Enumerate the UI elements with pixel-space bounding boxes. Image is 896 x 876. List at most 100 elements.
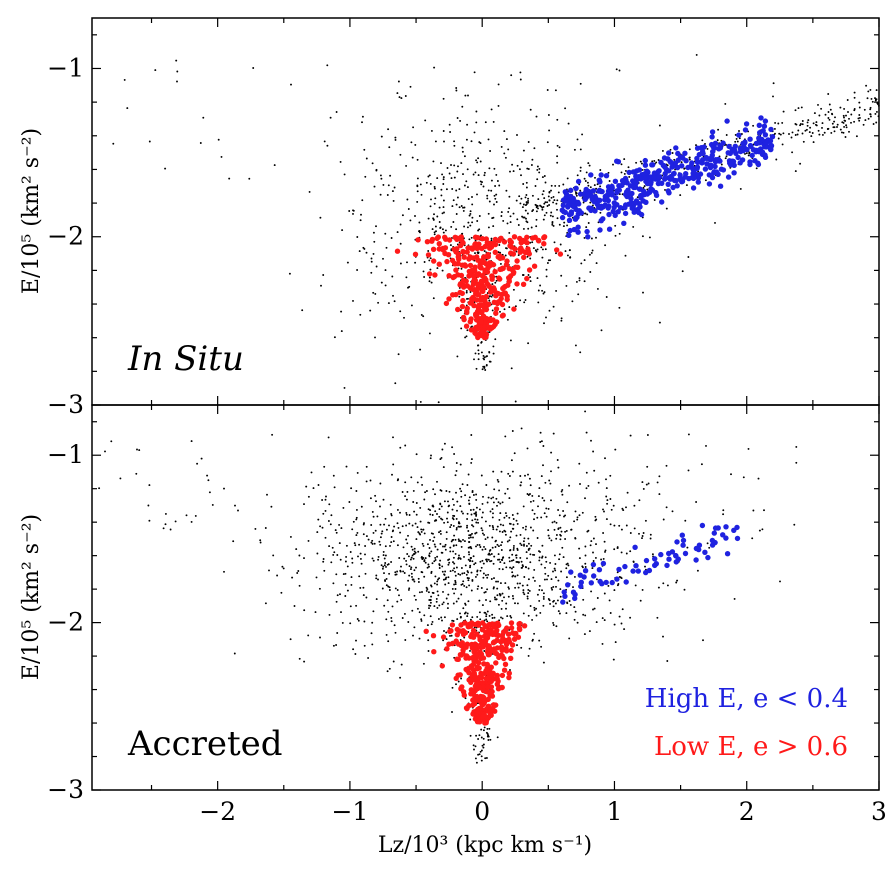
background-point [422,528,425,531]
background-point [779,133,782,136]
background-point [453,592,456,595]
background-point [483,171,486,174]
background-point [853,120,856,123]
background-point [272,554,275,557]
background-point [264,527,267,529]
highlight-point [493,660,499,666]
background-point [687,256,690,258]
background-point [505,566,508,569]
background-point [484,757,487,760]
background-point [522,505,525,508]
highlight-point [451,246,457,252]
background-point [379,536,382,539]
background-point [557,466,560,469]
highlight-point [465,245,471,251]
background-point [603,540,606,543]
background-point [462,580,465,583]
background-point [217,138,220,141]
background-point [475,493,478,496]
background-point [610,508,613,511]
background-point [461,232,464,235]
background-point [466,612,469,615]
background-point [497,104,500,107]
background-point [519,202,522,205]
background-point [411,156,414,159]
background-point [434,140,437,143]
background-point [457,557,460,560]
background-point [422,315,425,318]
background-point [527,588,530,591]
background-point [507,472,510,475]
background-point [467,577,470,580]
highlight-point [668,159,674,166]
highlight-point [460,240,466,246]
highlight-point [614,202,620,208]
background-point [788,133,790,135]
background-point [500,211,503,214]
highlight-point [675,150,681,157]
background-point [542,604,545,607]
background-point [478,508,481,511]
background-point [623,628,626,631]
background-point [323,140,326,143]
background-point [384,269,387,272]
highlight-point [673,553,679,559]
background-point [781,121,784,124]
background-point [845,124,848,127]
background-point [442,178,445,181]
background-point [490,578,493,580]
highlight-point [630,568,636,574]
highlight-point [699,148,706,155]
background-point [665,464,668,467]
background-point [479,750,482,753]
background-point [541,176,544,179]
background-point [443,521,446,524]
background-point [482,576,485,579]
background-point [606,502,609,505]
background-point [312,487,315,490]
background-point [452,503,455,506]
background-point [494,197,497,200]
background-point [490,108,493,111]
background-point [525,181,528,184]
background-point [495,497,498,500]
background-point [405,276,408,279]
background-point [620,551,623,554]
highlight-point [561,589,567,595]
background-point [481,548,484,551]
background-point [618,232,621,235]
background-point [457,165,459,168]
highlight-point [563,198,569,204]
background-point [384,517,387,520]
background-point [420,528,423,531]
background-point [471,524,473,527]
background-point [433,605,436,608]
background-point [555,252,557,255]
background-point [436,583,439,586]
highlight-point [724,551,731,557]
highlight-point [642,162,649,168]
background-point [164,512,167,515]
background-point [207,479,210,482]
highlight-point [482,254,488,260]
background-point [434,556,437,559]
highlight-point [474,244,481,250]
background-point [844,136,847,138]
background-point [696,569,699,572]
background-point [559,243,562,246]
background-point [536,168,539,171]
background-point [371,643,374,646]
highlight-point [483,334,489,340]
background-point [441,269,444,272]
background-point [138,449,141,452]
background-point [333,486,336,489]
highlight-point [646,567,653,574]
background-point [402,546,405,549]
background-point [533,147,536,150]
background-point [169,528,172,531]
background-point [527,199,530,202]
background-point [558,184,561,187]
background-point [485,484,488,486]
background-point [452,602,455,605]
highlight-point [674,164,681,171]
